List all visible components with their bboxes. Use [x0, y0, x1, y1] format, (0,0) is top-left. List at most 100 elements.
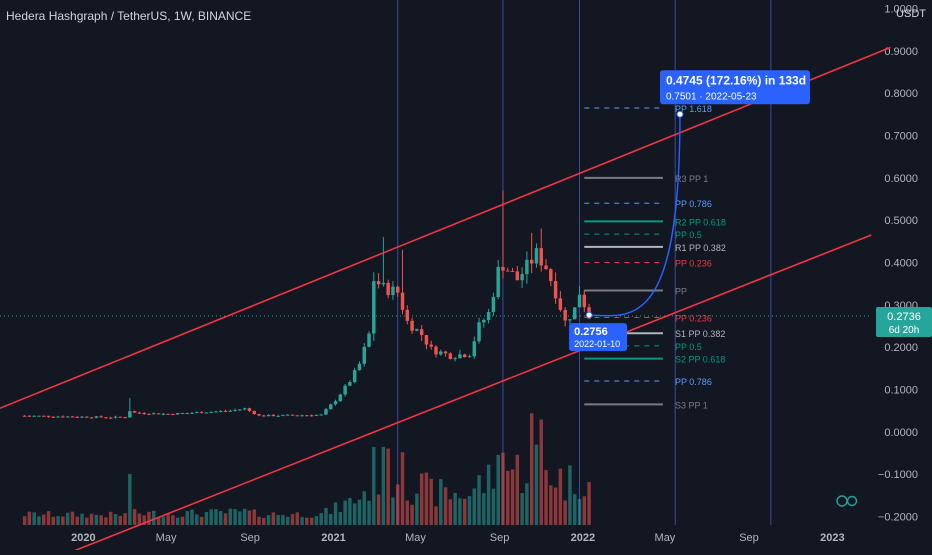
candle-body — [314, 414, 319, 416]
chart-title: Hedera Hashgraph / TetherUS, 1W, BINANCE — [6, 9, 251, 23]
pivot-label: PP 0.5 — [675, 342, 702, 352]
candle-body — [61, 416, 65, 418]
volume-bar — [400, 452, 405, 525]
volume-bar — [271, 512, 276, 525]
volume-bar — [405, 500, 410, 525]
volume-bar — [108, 511, 113, 525]
projection-curve[interactable] — [589, 114, 681, 317]
volume-bar — [152, 510, 156, 525]
pivot-label: PP 0.786 — [675, 199, 712, 209]
price-tag-background — [876, 307, 932, 338]
candle-body — [42, 415, 46, 417]
channel-line[interactable] — [0, 46, 891, 410]
projection-start-price: 0.2756 — [574, 326, 608, 338]
candle-body — [367, 333, 371, 347]
projection-end-point[interactable] — [676, 110, 684, 118]
candle-body — [142, 413, 146, 415]
y-tick-label: 0.5000 — [884, 215, 918, 227]
projection-start-point[interactable] — [585, 311, 593, 319]
x-axis-ticks: 2020 May Sep 2021 May Sep 2022 May Sep 2023 — [71, 532, 844, 544]
candle-body — [362, 346, 366, 364]
candle-body — [238, 409, 242, 411]
candle-body — [573, 307, 577, 320]
candle-body — [419, 329, 424, 336]
volume-bar — [161, 516, 166, 525]
bar-countdown: 6d 20h — [889, 325, 920, 336]
candle-body — [553, 281, 558, 299]
x-tick-label: 2023 — [820, 532, 844, 544]
price-projection[interactable]: 0.4745 (172.16%) in 133d 0.7501 · 2022-05… — [569, 70, 810, 352]
y-tick-label: 0.0000 — [884, 427, 918, 439]
candle-body — [491, 297, 496, 313]
candle-body — [199, 412, 204, 414]
candle-body — [568, 319, 572, 321]
candle-body — [467, 356, 472, 358]
y-axis-ticks: 1.0000 0.9000 0.8000 0.7000 0.6000 0.5000 0.40… — [878, 3, 918, 523]
volume-bar — [276, 515, 280, 525]
volume-bar — [185, 511, 189, 525]
volume-bar — [453, 492, 457, 525]
volume-bar — [577, 499, 582, 525]
candle-body — [80, 416, 84, 418]
trend-channel[interactable] — [0, 46, 891, 555]
volume-bar — [56, 516, 60, 525]
candle-body — [386, 282, 390, 296]
candle-body — [266, 414, 271, 417]
candle-body — [482, 320, 486, 323]
volume-bar — [32, 512, 36, 525]
volume-bar — [75, 516, 79, 525]
volume-bar — [529, 413, 534, 525]
volume-bar — [458, 498, 462, 525]
candle-body — [400, 292, 405, 310]
volume-bar — [266, 515, 271, 525]
y-tick-label: 0.1000 — [884, 385, 918, 397]
moon-sun-icon[interactable] — [836, 495, 858, 507]
candle-body — [204, 412, 209, 414]
candle-body — [171, 414, 175, 416]
candle-body — [257, 414, 261, 416]
volume-bar — [553, 487, 558, 525]
volume-bar — [324, 507, 328, 525]
volume-bar — [65, 512, 70, 525]
candle-body — [391, 286, 395, 296]
volume-bar — [233, 509, 237, 525]
candle-body — [529, 259, 534, 264]
volume-bar — [242, 508, 247, 525]
volume-bar — [118, 515, 122, 525]
candle-body — [180, 413, 185, 415]
volume-bar — [89, 513, 94, 525]
projection-label: 0.4745 (172.16%) in 133d — [666, 73, 806, 87]
candle-body — [37, 415, 41, 417]
candle-body — [285, 414, 290, 416]
candle-body — [75, 416, 79, 418]
volume-bar — [223, 513, 228, 525]
volume-bar — [290, 514, 295, 525]
volume-bar — [482, 493, 486, 525]
candle-body — [453, 358, 457, 360]
volume-bar — [486, 464, 491, 525]
volume-bar — [525, 483, 529, 525]
volume-bar — [429, 478, 433, 525]
channel-line[interactable] — [49, 234, 872, 555]
volume-bar — [515, 454, 520, 525]
candle-body — [113, 416, 118, 418]
volume-bar — [147, 511, 151, 525]
candle-body — [118, 416, 122, 418]
volume-bar — [544, 470, 548, 525]
candle-body — [305, 415, 309, 417]
candle-body — [247, 408, 252, 411]
candle-body — [329, 404, 333, 410]
x-tick-label: 2021 — [321, 532, 345, 544]
currency-label[interactable]: USDT — [896, 8, 926, 20]
y-tick-label: 0.7000 — [884, 130, 918, 142]
candle-body — [242, 408, 247, 410]
candle-body — [94, 416, 99, 418]
volume-bar — [137, 513, 142, 525]
candle-body — [324, 409, 328, 415]
candle-body — [89, 417, 94, 419]
x-tick-label: 2022 — [571, 532, 595, 544]
volume-bar — [199, 516, 204, 525]
volume-bar — [367, 500, 371, 525]
